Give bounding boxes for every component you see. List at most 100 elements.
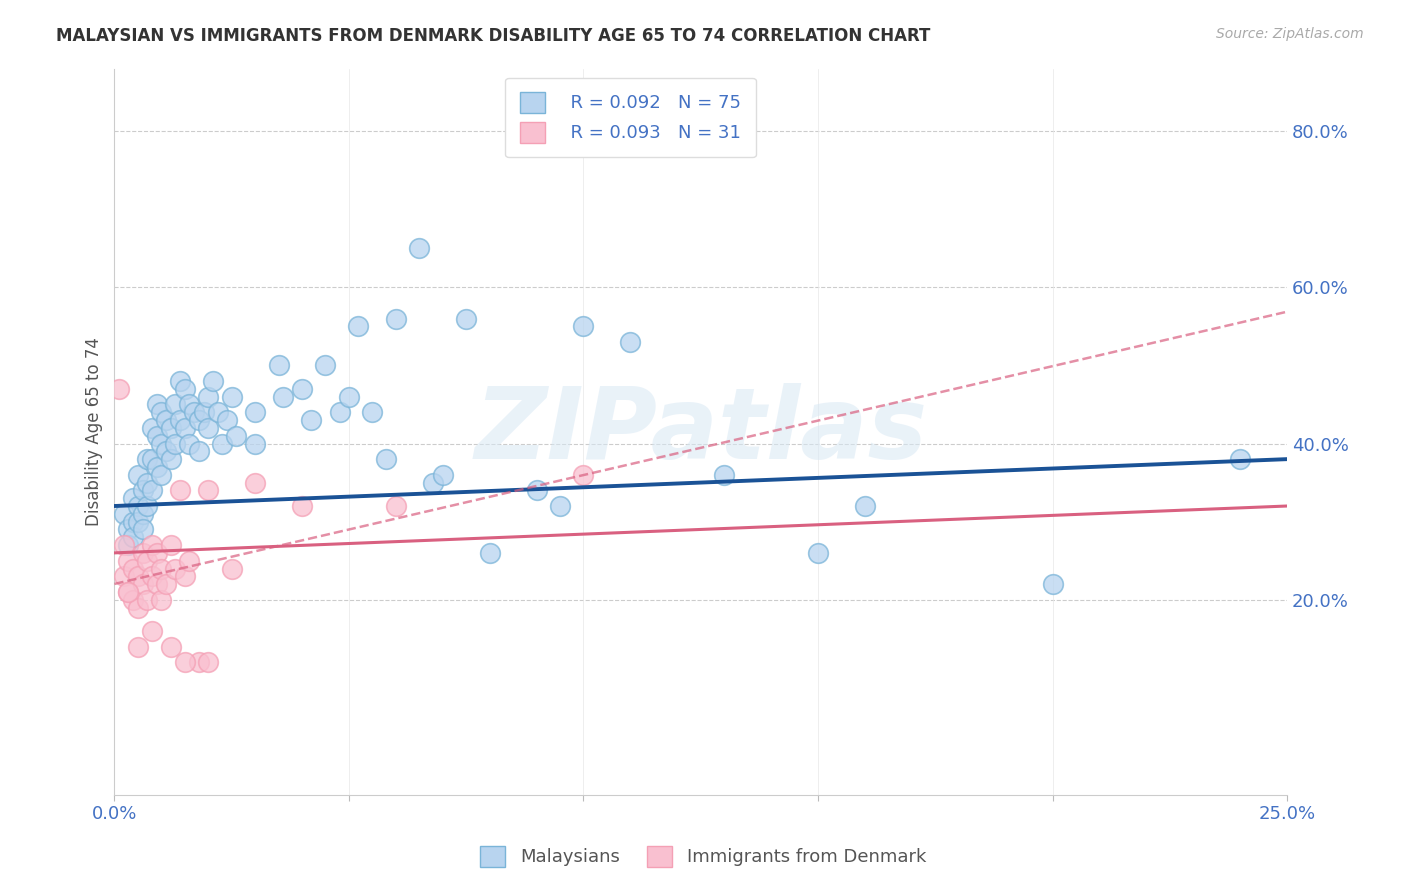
Point [173,421,195,435]
Legend: Malaysians, Immigrants from Denmark: Malaysians, Immigrants from Denmark [472,838,934,874]
Point [187,655,209,669]
Point [108,382,131,396]
Point [145,546,167,560]
Point [173,655,195,669]
Point [853,499,876,513]
Point [141,483,163,498]
Point [136,475,159,490]
Point [169,374,191,388]
Point [478,546,501,560]
Point [122,491,145,506]
Point [122,561,145,575]
Point [271,390,294,404]
Point [243,475,266,490]
Point [155,413,177,427]
Point [315,359,337,373]
Point [173,569,195,583]
Point [173,382,195,396]
Point [117,554,139,568]
Point [122,530,145,544]
Point [243,405,266,419]
Point [169,483,191,498]
Point [112,507,135,521]
Point [112,569,135,583]
Point [122,592,145,607]
Point [221,561,243,575]
Point [329,405,352,419]
Point [131,523,153,537]
Point [127,640,149,654]
Point [155,577,177,591]
Point [713,467,735,482]
Point [207,405,229,419]
Point [117,585,139,599]
Point [361,405,384,419]
Point [197,421,219,435]
Point [211,436,233,450]
Point [150,561,173,575]
Point [141,624,163,638]
Point [122,515,145,529]
Point [183,405,205,419]
Point [548,499,571,513]
Point [159,452,181,467]
Point [408,241,430,255]
Point [131,507,153,521]
Point [197,390,219,404]
Point [141,452,163,467]
Point [385,311,408,326]
Point [159,538,181,552]
Point [526,483,548,498]
Point [179,554,201,568]
Point [1229,452,1251,467]
Point [141,538,163,552]
Point [179,436,201,450]
Point [127,569,149,583]
Point [145,459,167,474]
Point [117,585,139,599]
Point [225,428,247,442]
Point [150,467,173,482]
Point [347,319,370,334]
Point [291,499,314,513]
Point [127,515,149,529]
Point [136,554,159,568]
Point [136,452,159,467]
Point [807,546,830,560]
Point [187,444,209,458]
Point [197,483,219,498]
Point [117,538,139,552]
Point [131,577,153,591]
Text: ZIPatlas: ZIPatlas [474,384,928,480]
Point [169,413,191,427]
Point [619,334,641,349]
Point [159,421,181,435]
Point [145,397,167,411]
Point [385,499,408,513]
Point [197,655,219,669]
Point [165,397,187,411]
Text: Source: ZipAtlas.com: Source: ZipAtlas.com [1216,27,1364,41]
Point [165,561,187,575]
Point [141,421,163,435]
Point [136,499,159,513]
Legend:   R = 0.092   N = 75,   R = 0.093   N = 31: R = 0.092 N = 75, R = 0.093 N = 31 [505,78,755,157]
Point [150,436,173,450]
Point [150,592,173,607]
Point [112,538,135,552]
Point [337,390,360,404]
Point [165,436,187,450]
Point [159,640,181,654]
Point [375,452,398,467]
Point [291,382,314,396]
Point [127,467,149,482]
Text: MALAYSIAN VS IMMIGRANTS FROM DENMARK DISABILITY AGE 65 TO 74 CORRELATION CHART: MALAYSIAN VS IMMIGRANTS FROM DENMARK DIS… [56,27,931,45]
Point [155,444,177,458]
Point [127,600,149,615]
Point [456,311,478,326]
Point [145,428,167,442]
Point [127,499,149,513]
Point [267,359,290,373]
Point [131,483,153,498]
Point [136,592,159,607]
